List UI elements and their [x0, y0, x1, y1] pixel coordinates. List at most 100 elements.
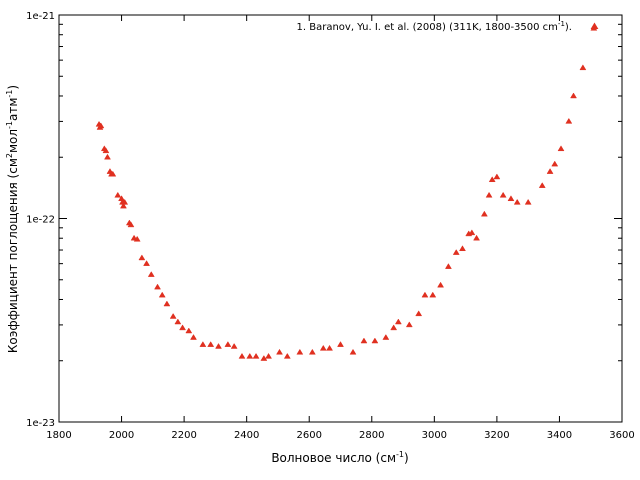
- data-point: [405, 321, 413, 328]
- y-label-sup-3: -1: [5, 90, 14, 98]
- data-point: [415, 310, 423, 317]
- data-point: [390, 324, 398, 331]
- x-tick-label: 3200: [484, 430, 509, 441]
- data-point: [238, 352, 246, 359]
- data-point: [360, 337, 368, 344]
- x-axis-label-sup: -1: [396, 450, 404, 459]
- x-tick-label: 3000: [422, 430, 447, 441]
- legend: 1. Baranov, Yu. I. et al. (2008) (311K, …: [297, 20, 599, 33]
- legend-entry: 1. Baranov, Yu. I. et al. (2008) (311K, …: [297, 20, 573, 33]
- data-point: [114, 191, 122, 198]
- data-point: [337, 341, 344, 347]
- data-point: [158, 291, 166, 298]
- data-point: [485, 191, 493, 198]
- x-tick-label: 1800: [46, 430, 71, 441]
- legend-marker: [590, 22, 599, 29]
- x-axis-label-end: ): [404, 451, 409, 465]
- data-point: [480, 210, 488, 217]
- data-point: [104, 153, 111, 160]
- y-axis-label: Коэффициент поглощения (см2мол-1атм-1): [5, 85, 20, 353]
- data-point: [452, 249, 460, 255]
- data-point: [97, 122, 105, 129]
- y-label-part-d: ): [6, 85, 20, 90]
- x-tick-label: 3600: [609, 430, 634, 441]
- data-point: [524, 198, 532, 205]
- data-point: [499, 191, 507, 198]
- x-tick-label: 2400: [234, 430, 259, 441]
- data-point: [382, 334, 390, 340]
- data-point: [154, 283, 161, 290]
- plot-frame: [58, 14, 623, 423]
- x-tick-label: 2000: [109, 430, 134, 441]
- data-point: [349, 348, 357, 355]
- data-point: [265, 352, 273, 359]
- x-tick-label: 2800: [359, 430, 384, 441]
- data-point: [538, 182, 546, 188]
- data-point: [276, 348, 283, 355]
- data-point: [179, 324, 186, 331]
- data-point: [468, 229, 476, 236]
- data-point: [394, 318, 402, 325]
- data-point: [444, 263, 452, 269]
- data-point: [507, 195, 515, 202]
- data-point: [326, 344, 333, 351]
- legend-sup: -1: [558, 20, 565, 28]
- x-axis-ticks: 1800 2000 2200 2400 2600 2800 3000 3200 3400 3600: [46, 15, 635, 441]
- data-point: [224, 341, 232, 347]
- data-point: [437, 281, 445, 288]
- y-label-sup-1: 2: [5, 153, 14, 158]
- data-point: [215, 343, 222, 349]
- data-point: [371, 337, 379, 344]
- data-point: [127, 221, 135, 228]
- data-point: [421, 291, 429, 298]
- data-point: [252, 352, 260, 359]
- data-point: [121, 198, 129, 205]
- data-point: [260, 355, 268, 361]
- y-label-part-b: мол: [6, 129, 20, 153]
- data-point: [488, 176, 496, 183]
- data-point: [579, 64, 587, 71]
- data-points: [95, 24, 598, 361]
- data-point: [138, 254, 146, 261]
- data-point: [283, 352, 291, 359]
- data-point: [551, 160, 559, 167]
- y-axis-ticks: 1e-23 1e-22 1e-21: [26, 11, 622, 429]
- legend-end: ).: [565, 22, 572, 33]
- data-point: [546, 168, 554, 174]
- y-tick-label: 1e-21: [26, 11, 55, 22]
- data-point: [174, 318, 182, 325]
- data-point: [199, 341, 207, 347]
- data-point: [163, 300, 171, 307]
- data-point: [570, 92, 577, 99]
- data-point: [429, 291, 437, 298]
- data-point: [185, 327, 193, 334]
- data-point: [109, 170, 117, 177]
- x-tick-label: 2200: [171, 430, 196, 441]
- y-tick-label: 1e-22: [26, 215, 55, 226]
- data-point: [308, 348, 316, 355]
- y-tick-label: 1e-23: [26, 418, 55, 429]
- data-point: [147, 271, 155, 277]
- y-label-sup-2: -1: [5, 121, 14, 129]
- data-point: [493, 173, 501, 180]
- data-point: [513, 198, 521, 205]
- data-point: [143, 260, 151, 266]
- data-point: [319, 344, 327, 351]
- x-tick-label: 3400: [547, 430, 572, 441]
- data-point: [169, 312, 177, 319]
- data-point: [102, 147, 110, 154]
- data-point: [133, 235, 141, 242]
- data-point: [190, 334, 197, 340]
- data-point: [207, 341, 215, 347]
- y-label-part-c: атм: [6, 98, 20, 121]
- data-point: [230, 343, 238, 349]
- data-point: [473, 234, 480, 241]
- data-point: [557, 145, 565, 152]
- data-point: [246, 352, 254, 359]
- data-point: [296, 348, 304, 355]
- data-point: [565, 117, 573, 124]
- x-axis-label: Волновое число (см-1): [271, 450, 408, 465]
- x-tick-label: 2600: [296, 430, 321, 441]
- data-point: [119, 202, 127, 209]
